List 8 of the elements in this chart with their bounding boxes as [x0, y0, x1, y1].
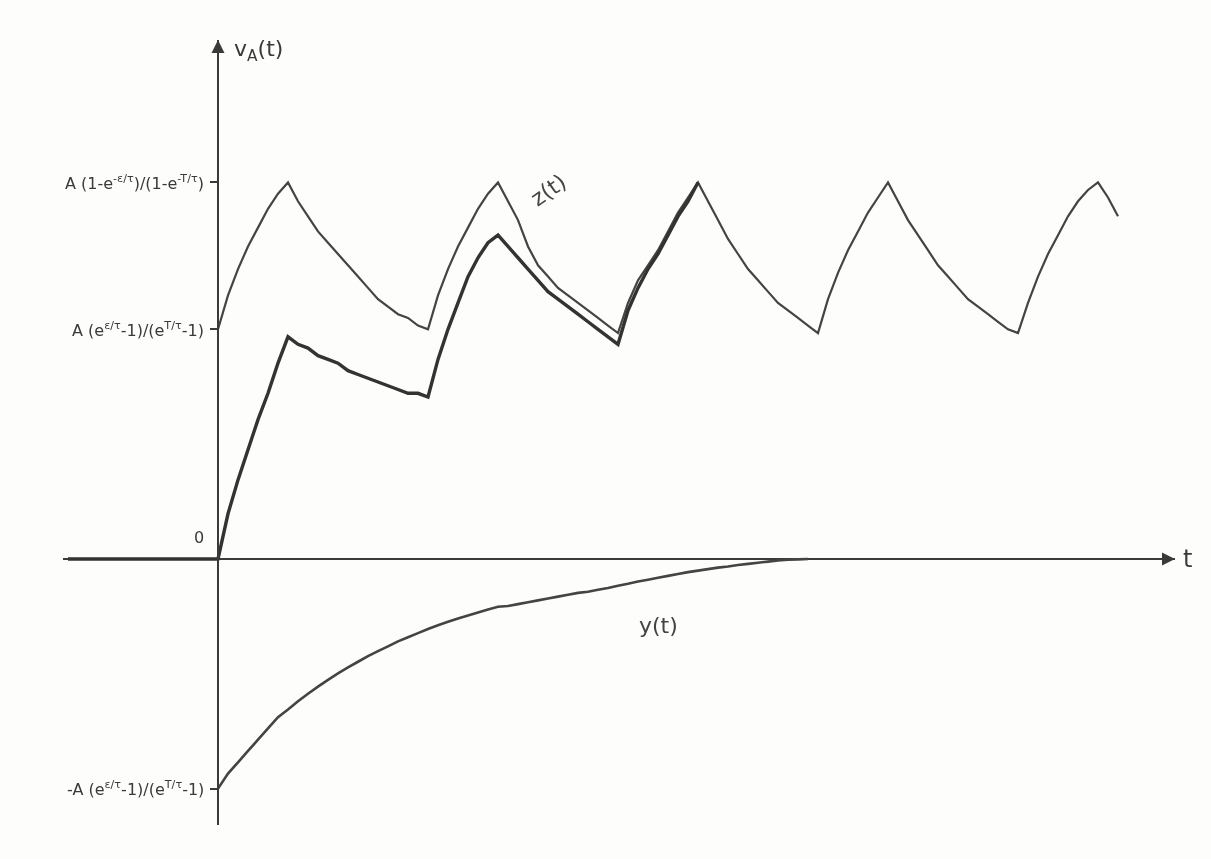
series-label: y(t)	[639, 613, 678, 638]
text: v$_{A}$(t)	[234, 36, 284, 65]
x-axis-title: t	[1183, 545, 1193, 573]
annotation: A (e$^{ε/τ}$-1)/(e$^{T/τ}$-1)	[72, 319, 204, 340]
annotation: -A (e$^{ε/τ}$-1)/(e$^{T/τ}$-1)	[67, 778, 205, 799]
text: z(t)	[526, 169, 571, 212]
annotation: A (1-e$^{-ε/τ}$)/(1-e$^{-T/τ}$)	[65, 172, 204, 193]
annotation: 0	[194, 528, 205, 547]
